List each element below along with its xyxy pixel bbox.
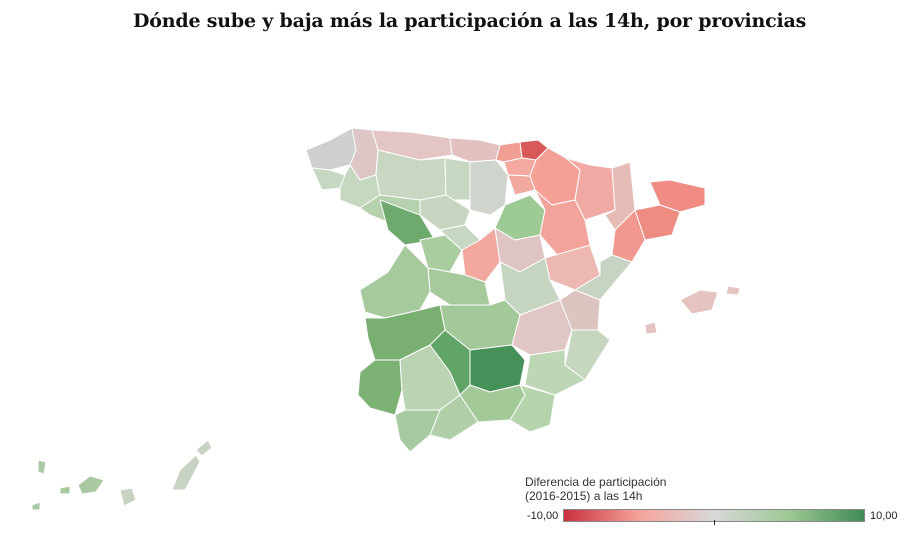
province-jaen[interactable] xyxy=(469,344,526,393)
province-salamanca[interactable] xyxy=(379,199,436,246)
province-canarias-fuerteventura[interactable] xyxy=(171,454,201,491)
province-la-rioja[interactable] xyxy=(507,174,536,196)
legend-title-line2: (2016-2015) a las 14h xyxy=(525,489,643,503)
province-canarias-la-palma[interactable] xyxy=(37,459,47,475)
province-baleares-menorca[interactable] xyxy=(725,285,741,296)
legend-min-label: -10,00 xyxy=(527,510,559,522)
province-murcia[interactable] xyxy=(524,349,586,396)
province-canarias-lanzarote[interactable] xyxy=(195,439,213,457)
province-cantabria[interactable] xyxy=(449,137,501,163)
province-cadiz[interactable] xyxy=(394,409,441,453)
province-almeria[interactable] xyxy=(509,384,556,433)
province-baleares-mallorca[interactable] xyxy=(679,289,719,315)
legend-title-line1: Diferencia de participación xyxy=(525,475,667,489)
province-canarias-gran-canaria[interactable] xyxy=(119,487,137,507)
province-huelva[interactable] xyxy=(357,359,403,416)
province-tarragona[interactable] xyxy=(611,209,646,263)
province-canarias-hierro[interactable] xyxy=(31,501,41,511)
legend-title: Diferencia de participación (2016-2015) … xyxy=(525,475,725,503)
legend-zero-tick xyxy=(714,520,715,525)
province-burgos[interactable] xyxy=(469,159,509,216)
province-alicante[interactable] xyxy=(564,329,611,381)
legend-max-label: 10,00 xyxy=(870,510,898,522)
province-canarias-gomera[interactable] xyxy=(59,485,71,495)
province-valencia[interactable] xyxy=(559,289,601,331)
province-toledo[interactable] xyxy=(427,267,491,306)
province-canarias-tenerife[interactable] xyxy=(77,475,105,495)
province-palencia[interactable] xyxy=(444,157,471,201)
province-huesca[interactable] xyxy=(565,157,616,221)
province-baleares-ibiza[interactable] xyxy=(644,321,658,335)
province-avila[interactable] xyxy=(419,234,463,273)
map-title: Dónde sube y baja más la participación a… xyxy=(133,10,807,32)
province-caceres[interactable] xyxy=(359,244,431,319)
